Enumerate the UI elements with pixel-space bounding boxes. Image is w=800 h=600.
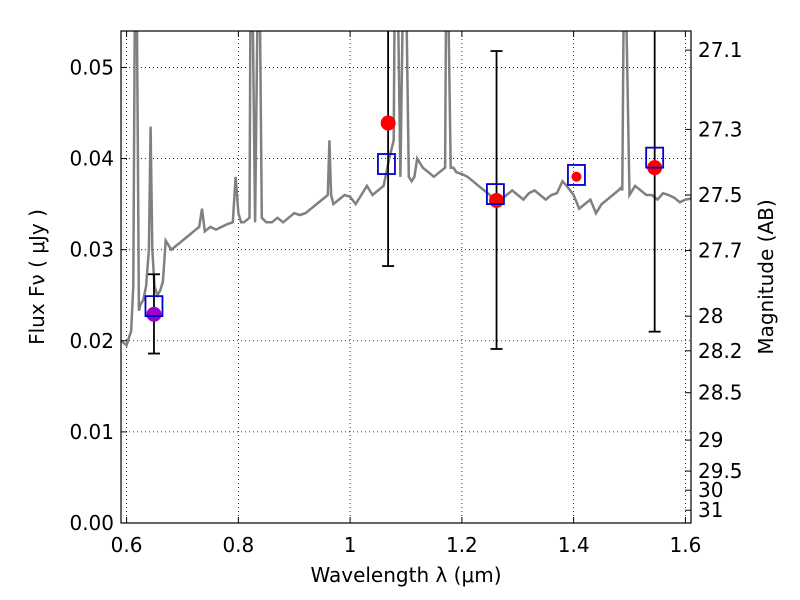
plot-area: [121, 31, 691, 355]
y-tick-label: 0.04: [69, 147, 114, 171]
observed-point: [146, 306, 162, 322]
mag-tick-label: 30: [698, 478, 723, 502]
x-axis-title: Wavelength λ (μm): [310, 563, 501, 587]
y2-axis-title: Magnitude (AB): [754, 199, 778, 354]
mag-tick-label: 27.5: [698, 183, 743, 207]
y-tick-label: 0.00: [69, 511, 114, 535]
observed-point: [571, 171, 582, 182]
mag-tick-label: 28.2: [698, 339, 743, 363]
model-photometry-point: [486, 183, 505, 205]
model-photometry-point: [567, 164, 586, 186]
y-tick-label: 0.01: [69, 420, 114, 444]
y-tick-label: 0.03: [69, 238, 114, 262]
x-tick-label: 1.2: [446, 533, 478, 557]
mag-tick-label: 31: [698, 498, 723, 522]
mag-tick-label: 27.3: [698, 117, 743, 141]
plot-frame: [120, 30, 692, 524]
mag-tick-label: 27.7: [698, 239, 743, 263]
mag-tick-label: 28: [698, 304, 723, 328]
observed-point: [380, 115, 396, 131]
mag-tick-label: 29.5: [698, 459, 743, 483]
mag-tick-label: 28.5: [698, 381, 743, 405]
model-sed-line: [121, 31, 691, 348]
x-tick-label: 1: [344, 533, 357, 557]
model-photometry-points: [144, 146, 665, 318]
y-tick-label: 0.05: [69, 55, 114, 79]
x-tick-label: 0.6: [111, 533, 143, 557]
mag-tick-label: 27.1: [698, 38, 743, 62]
model-photometry-point: [144, 295, 164, 318]
mag-tick-label: 29: [698, 428, 723, 452]
y-axis-title: Flux Fν ( μJy ): [25, 209, 49, 345]
axis-ticks: 0.6 0.8 1 1.2 1.4 1.6 0.00 0.01 0.02 0.03 0.04 0.05…: [69, 31, 743, 557]
model-photometry-point: [645, 146, 665, 169]
y-tick-label: 0.02: [69, 329, 114, 353]
x-tick-label: 1.6: [670, 533, 702, 557]
x-tick-label: 1.4: [558, 533, 590, 557]
model-photometry-point: [377, 153, 396, 175]
observed-point: [489, 192, 505, 208]
x-tick-label: 0.8: [222, 533, 254, 557]
